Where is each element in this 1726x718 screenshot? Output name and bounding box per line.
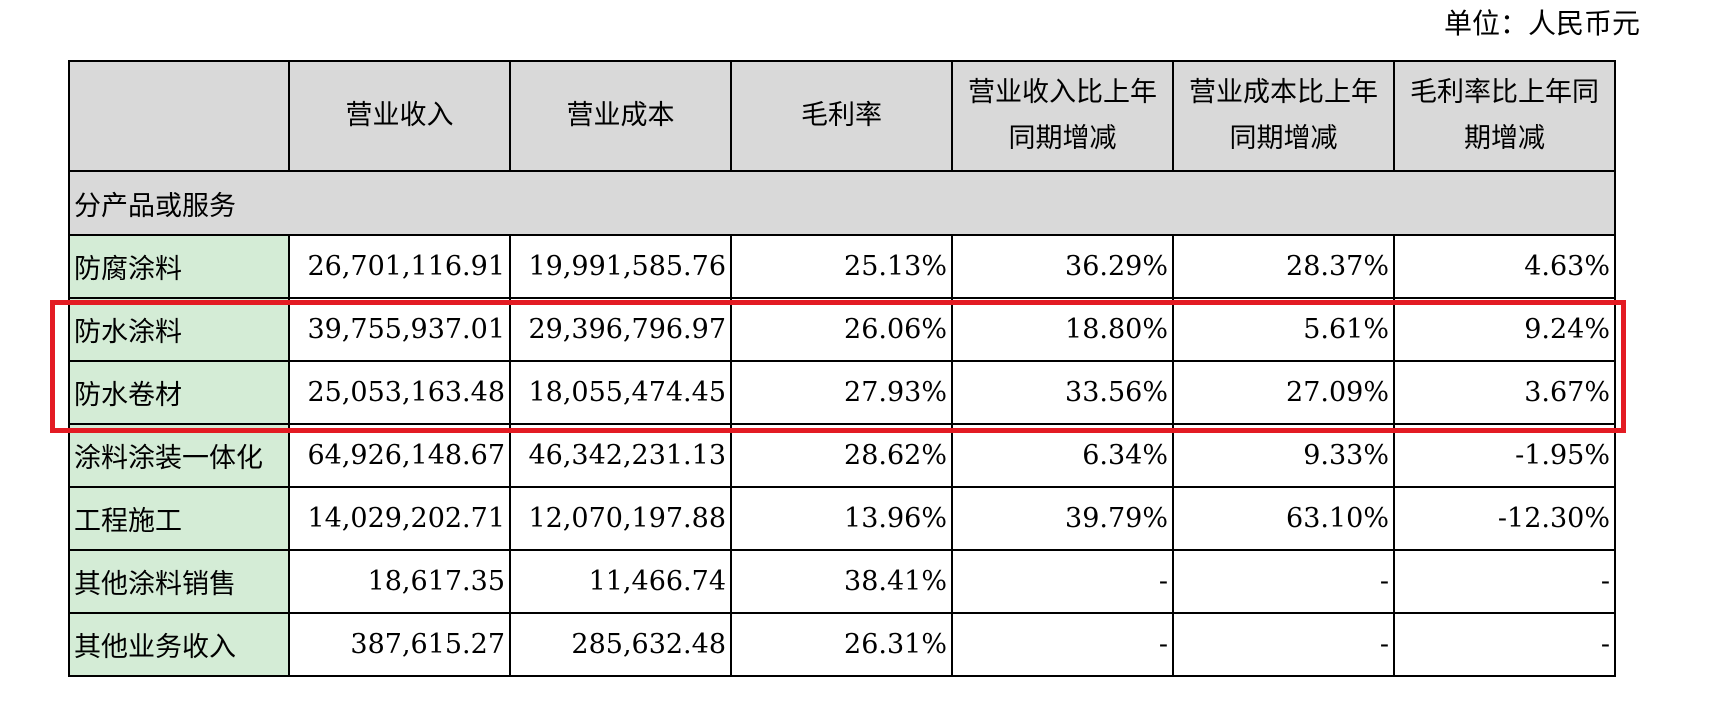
header-revenue-change: 营业收入比上年同期增减 [951, 60, 1174, 172]
revenue-change-cell: 39.79% [951, 486, 1174, 551]
margin-cell: 26.31% [730, 612, 953, 677]
table-row: 其他业务收入 387,615.27 285,632.48 26.31% - - … [68, 612, 1616, 677]
row-label: 涂料涂装一体化 [68, 423, 290, 488]
cost-change-cell: 9.33% [1172, 423, 1395, 488]
revenue-change-cell: - [951, 612, 1174, 677]
financial-table: 营业收入 营业成本 毛利率 营业收入比上年同期增减 营业成本比上年同期增减 毛利… [68, 60, 1616, 677]
margin-cell: 25.13% [730, 234, 953, 299]
header-corner [68, 60, 290, 172]
cost-change-cell: 5.61% [1172, 297, 1395, 362]
cost-change-cell: 63.10% [1172, 486, 1395, 551]
margin-cell: 13.96% [730, 486, 953, 551]
revenue-cell: 25,053,163.48 [288, 360, 511, 425]
cost-change-cell: - [1172, 612, 1395, 677]
table-row: 防腐涂料 26,701,116.91 19,991,585.76 25.13% … [68, 234, 1616, 299]
revenue-change-cell: 6.34% [951, 423, 1174, 488]
cost-change-cell: - [1172, 549, 1395, 614]
row-label: 其他业务收入 [68, 612, 290, 677]
margin-cell: 38.41% [730, 549, 953, 614]
cost-change-cell: 27.09% [1172, 360, 1395, 425]
row-label: 工程施工 [68, 486, 290, 551]
header-gross-margin: 毛利率 [730, 60, 953, 172]
table-row: 工程施工 14,029,202.71 12,070,197.88 13.96% … [68, 486, 1616, 551]
revenue-cell: 64,926,148.67 [288, 423, 511, 488]
header-margin-change: 毛利率比上年同期增减 [1393, 60, 1616, 172]
section-row: 分产品或服务 [68, 170, 1616, 236]
row-label: 防水卷材 [68, 360, 290, 425]
cost-cell: 12,070,197.88 [509, 486, 732, 551]
row-label: 其他涂料销售 [68, 549, 290, 614]
section-title: 分产品或服务 [68, 170, 1616, 236]
table-row: 防水卷材 25,053,163.48 18,055,474.45 27.93% … [68, 360, 1616, 425]
margin-change-cell: -12.30% [1393, 486, 1616, 551]
revenue-cell: 14,029,202.71 [288, 486, 511, 551]
table-header-row: 营业收入 营业成本 毛利率 营业收入比上年同期增减 营业成本比上年同期增减 毛利… [68, 60, 1616, 172]
margin-cell: 26.06% [730, 297, 953, 362]
margin-change-cell: -1.95% [1393, 423, 1616, 488]
revenue-change-cell: - [951, 549, 1174, 614]
cost-cell: 46,342,231.13 [509, 423, 732, 488]
header-cost-change: 营业成本比上年同期增减 [1172, 60, 1395, 172]
cost-cell: 29,396,796.97 [509, 297, 732, 362]
revenue-cell: 39,755,937.01 [288, 297, 511, 362]
margin-change-cell: 4.63% [1393, 234, 1616, 299]
cost-cell: 18,055,474.45 [509, 360, 732, 425]
revenue-cell: 26,701,116.91 [288, 234, 511, 299]
table-row: 其他涂料销售 18,617.35 11,466.74 38.41% - - - [68, 549, 1616, 614]
table-row: 涂料涂装一体化 64,926,148.67 46,342,231.13 28.6… [68, 423, 1616, 488]
row-label: 防腐涂料 [68, 234, 290, 299]
header-revenue: 营业收入 [288, 60, 511, 172]
cost-cell: 19,991,585.76 [509, 234, 732, 299]
margin-change-cell: - [1393, 612, 1616, 677]
unit-label: 单位：人民币元 [1443, 7, 1640, 40]
revenue-change-cell: 33.56% [951, 360, 1174, 425]
cost-cell: 11,466.74 [509, 549, 732, 614]
margin-change-cell: 3.67% [1393, 360, 1616, 425]
cost-cell: 285,632.48 [509, 612, 732, 677]
margin-cell: 28.62% [730, 423, 953, 488]
revenue-change-cell: 36.29% [951, 234, 1174, 299]
margin-cell: 27.93% [730, 360, 953, 425]
margin-change-cell: - [1393, 549, 1616, 614]
cost-change-cell: 28.37% [1172, 234, 1395, 299]
revenue-cell: 387,615.27 [288, 612, 511, 677]
margin-change-cell: 9.24% [1393, 297, 1616, 362]
revenue-cell: 18,617.35 [288, 549, 511, 614]
row-label: 防水涂料 [68, 297, 290, 362]
table-row: 防水涂料 39,755,937.01 29,396,796.97 26.06% … [68, 297, 1616, 362]
header-cost: 营业成本 [509, 60, 732, 172]
revenue-change-cell: 18.80% [951, 297, 1174, 362]
